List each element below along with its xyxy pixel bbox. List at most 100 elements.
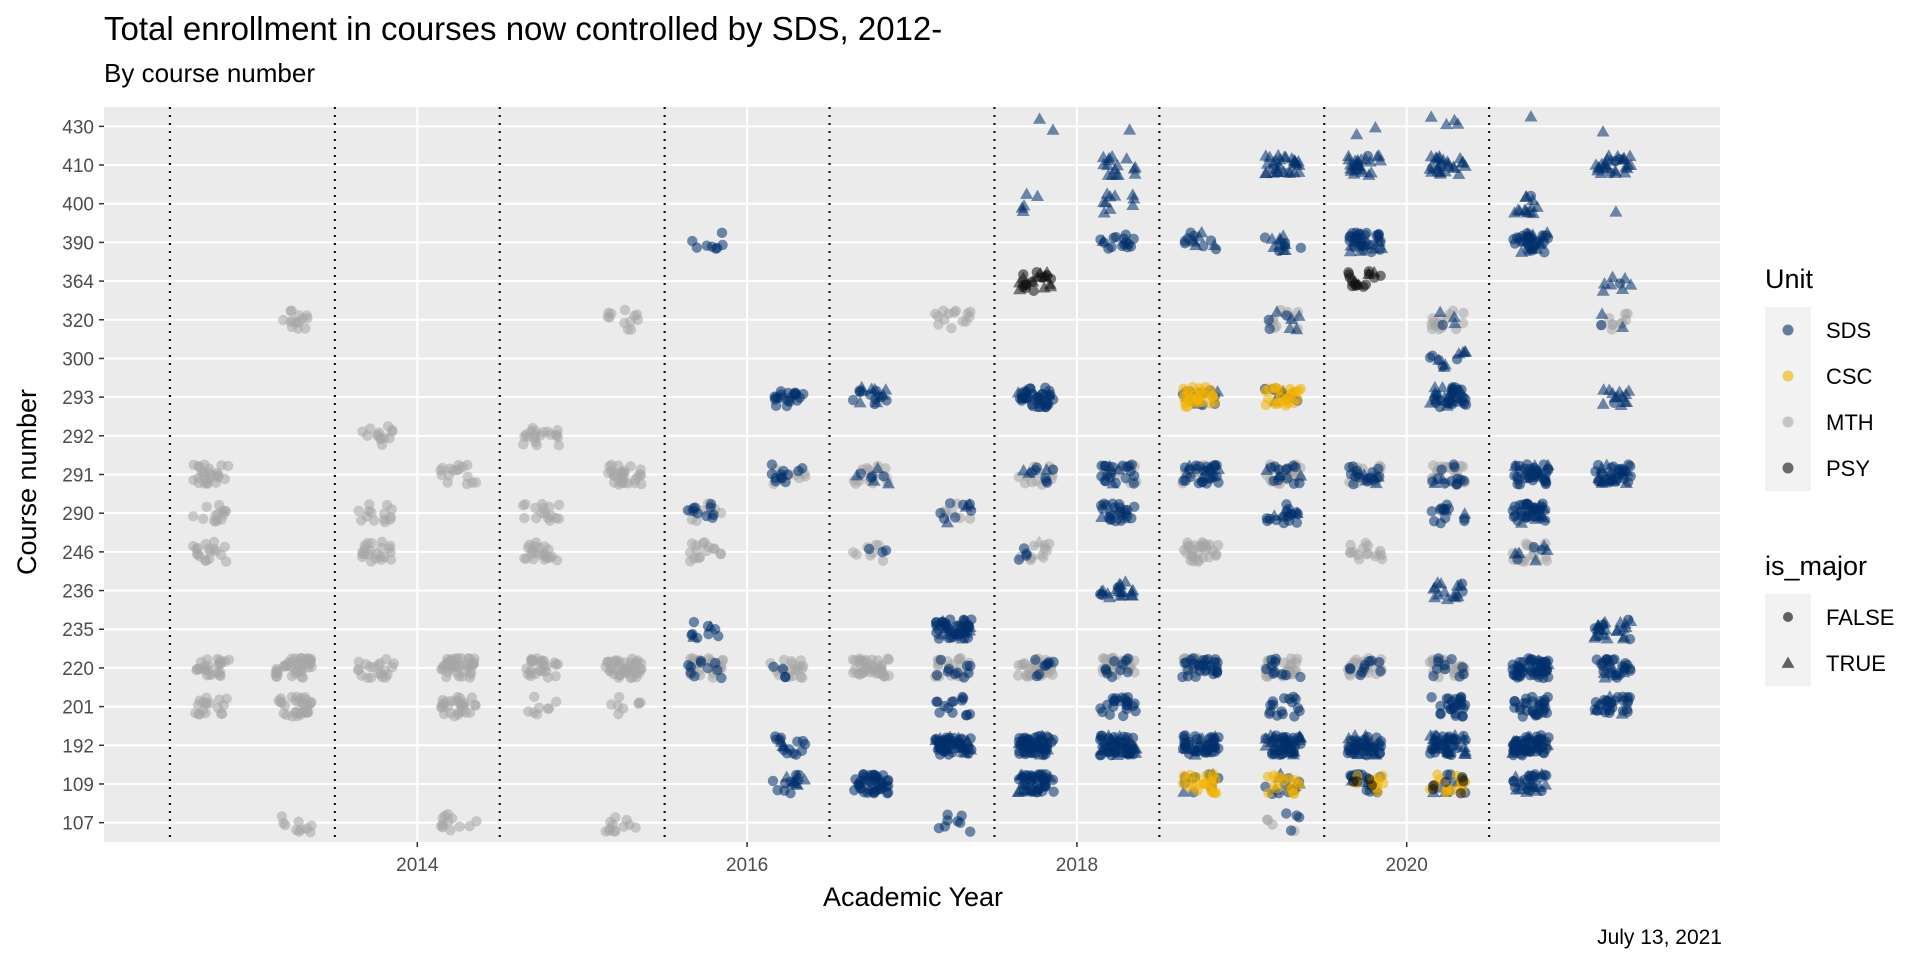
data-point-sds xyxy=(1519,190,1533,202)
data-point-sds xyxy=(1597,277,1611,289)
data-point-sds xyxy=(1290,322,1304,335)
data-point-sds xyxy=(1286,697,1298,708)
data-point-sds xyxy=(1291,517,1303,528)
data-point-sds xyxy=(1617,152,1631,165)
data-point-mth xyxy=(786,655,797,667)
data-point-mth xyxy=(381,653,392,665)
data-point-sds xyxy=(1624,158,1638,171)
data-point-sds xyxy=(1588,629,1602,641)
data-point-sds xyxy=(1439,117,1453,130)
data-point-psy xyxy=(1455,788,1466,799)
data-point-sds xyxy=(1350,743,1361,755)
legend-label-true: TRUE xyxy=(1826,651,1886,676)
data-point-sds xyxy=(1441,733,1452,745)
data-point-mth xyxy=(204,553,215,565)
data-point-sds xyxy=(1540,736,1552,747)
data-point-psy xyxy=(1351,776,1363,787)
data-point-sds xyxy=(793,465,804,477)
data-point-sds xyxy=(1443,394,1457,406)
y-tick-label: 400 xyxy=(62,195,94,216)
data-point-sds xyxy=(778,465,789,477)
data-point-sds xyxy=(1016,204,1030,217)
data-point-sds xyxy=(1606,270,1620,282)
data-point-mth xyxy=(793,660,805,672)
data-point-sds xyxy=(1458,668,1469,680)
data-point-sds xyxy=(1623,459,1634,470)
legend-label-csc: CSC xyxy=(1826,364,1873,389)
data-point-sds xyxy=(789,777,803,789)
data-point-sds xyxy=(1452,742,1463,754)
data-point-sds xyxy=(1109,168,1123,180)
data-point-sds xyxy=(1452,167,1466,180)
data-point-sds xyxy=(1030,654,1041,665)
data-point-sds xyxy=(1595,307,1609,319)
data-point-mth xyxy=(529,432,540,444)
data-point-mth xyxy=(272,665,283,676)
data-point-mth xyxy=(304,699,315,710)
data-point-mth xyxy=(190,708,201,719)
legend-key-circle xyxy=(1783,612,1793,622)
data-point-sds xyxy=(1431,164,1445,176)
data-point-mth xyxy=(930,308,941,320)
data-point-sds xyxy=(1375,666,1386,677)
data-point-psy xyxy=(1041,270,1053,281)
data-point-sds xyxy=(1273,231,1287,244)
data-point-sds xyxy=(1596,319,1607,331)
data-point-sds xyxy=(1286,743,1297,755)
data-point-sds xyxy=(1102,668,1113,679)
data-point-mth xyxy=(531,709,543,720)
data-point-csc xyxy=(1283,773,1295,784)
data-point-sds xyxy=(1129,470,1140,481)
data-point-sds xyxy=(716,672,727,684)
data-point-sds xyxy=(770,400,782,412)
data-point-sds xyxy=(1458,744,1472,757)
data-point-mth xyxy=(610,812,621,823)
data-point-sds xyxy=(1622,476,1634,488)
data-point-sds xyxy=(1597,666,1611,679)
data-point-sds xyxy=(877,546,888,558)
data-point-mth xyxy=(219,541,230,553)
data-point-sds xyxy=(950,512,961,523)
data-point-sds xyxy=(1432,353,1446,365)
data-point-mth xyxy=(219,656,231,667)
data-point-sds xyxy=(1112,577,1126,590)
data-point-mth xyxy=(946,323,957,334)
data-point-mth xyxy=(368,515,380,526)
data-point-sds xyxy=(1524,110,1538,122)
data-point-mth xyxy=(281,709,292,721)
data-point-sds xyxy=(939,620,951,631)
data-point-sds xyxy=(938,746,950,757)
data-point-sds xyxy=(1097,195,1111,207)
data-point-sds xyxy=(1529,769,1541,780)
data-point-mth xyxy=(375,433,387,444)
data-point-mth xyxy=(631,671,642,683)
data-point-sds xyxy=(863,543,875,555)
data-point-sds xyxy=(1271,710,1283,721)
data-point-mth xyxy=(613,479,624,490)
data-point-mth xyxy=(1028,540,1040,551)
data-point-sds xyxy=(1539,769,1550,781)
data-point-sds xyxy=(1019,740,1030,751)
legend-key-triangle xyxy=(1781,656,1795,668)
data-point-sds xyxy=(1511,232,1523,243)
data-point-sds xyxy=(1103,243,1114,254)
data-point-mth xyxy=(938,305,949,316)
data-point-sds xyxy=(1095,234,1106,245)
data-point-sds xyxy=(1596,397,1610,409)
data-point-mth xyxy=(635,657,647,669)
data-point-sds xyxy=(1450,693,1461,705)
data-point-sds xyxy=(1037,785,1048,797)
data-point-mth xyxy=(873,668,885,679)
data-point-sds xyxy=(1619,620,1633,633)
data-point-csc xyxy=(1207,787,1219,798)
data-point-mth xyxy=(441,696,452,707)
y-tick-label: 300 xyxy=(62,349,94,370)
data-point-sds xyxy=(1451,478,1463,490)
data-point-sds xyxy=(855,775,866,787)
data-point-mth xyxy=(196,467,208,478)
data-point-sds xyxy=(781,748,793,759)
data-point-sds xyxy=(1430,736,1441,748)
data-point-sds xyxy=(1591,622,1605,634)
data-point-sds xyxy=(1179,730,1191,741)
data-point-sds xyxy=(1602,383,1616,395)
